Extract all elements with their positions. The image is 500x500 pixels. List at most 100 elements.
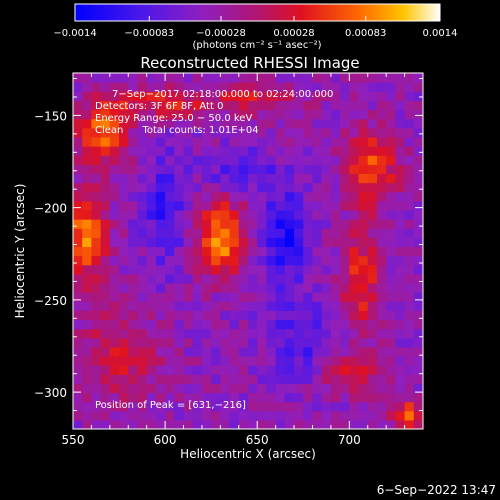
heatmap-cell bbox=[358, 292, 369, 302]
heatmap-cell bbox=[312, 219, 323, 229]
heatmap-cell bbox=[413, 337, 423, 348]
heatmap-cell bbox=[128, 355, 139, 366]
heatmap-cell bbox=[155, 301, 166, 311]
heatmap-cell bbox=[201, 209, 212, 220]
heatmap-cell bbox=[109, 273, 120, 284]
heatmap-cell bbox=[266, 127, 277, 138]
heatmap-cell bbox=[404, 155, 415, 165]
heatmap-cell bbox=[340, 200, 350, 211]
heatmap-cell bbox=[266, 301, 277, 311]
heatmap-cell bbox=[248, 191, 258, 202]
heatmap-cell bbox=[238, 100, 249, 111]
heatmap-cell bbox=[73, 109, 83, 120]
heatmap-cell bbox=[367, 100, 378, 111]
heatmap-cell bbox=[321, 319, 332, 330]
heatmap-cell bbox=[229, 346, 240, 357]
heatmap-cell bbox=[266, 209, 277, 220]
heatmap-cell bbox=[284, 392, 295, 403]
heatmap-cell bbox=[183, 273, 194, 284]
heatmap-cell bbox=[73, 136, 83, 147]
heatmap-cell bbox=[395, 383, 406, 394]
heatmap-cell bbox=[257, 264, 268, 275]
heatmap-cell bbox=[109, 146, 120, 156]
heatmap-cell bbox=[367, 109, 378, 120]
colorbar-tick-label: −0.00028 bbox=[196, 28, 246, 39]
annotation-energy: Energy Range: 25.0 − 50.0 keV bbox=[95, 113, 252, 124]
heatmap-cell bbox=[303, 100, 314, 111]
heatmap-cell bbox=[257, 374, 268, 384]
heatmap-cell bbox=[137, 219, 148, 229]
heatmap-cell bbox=[211, 282, 221, 293]
heatmap-cell bbox=[248, 127, 258, 138]
heatmap-cell bbox=[137, 292, 148, 302]
heatmap-cell bbox=[358, 191, 369, 202]
heatmap-cell bbox=[376, 191, 387, 202]
heatmap-cell bbox=[109, 237, 120, 248]
heatmap-cell bbox=[165, 209, 175, 220]
heatmap-cell bbox=[367, 118, 378, 129]
heatmap-cell bbox=[358, 419, 369, 429]
heatmap-cell bbox=[183, 91, 194, 101]
heatmap-cell bbox=[376, 237, 387, 248]
heatmap-cell bbox=[192, 410, 203, 421]
heatmap-cell bbox=[349, 100, 360, 111]
heatmap-cell bbox=[82, 146, 93, 156]
heatmap-cell bbox=[284, 91, 295, 101]
heatmap-cell bbox=[404, 91, 415, 101]
heatmap-cell bbox=[284, 146, 295, 156]
heatmap-cell bbox=[155, 191, 166, 202]
heatmap-cell bbox=[340, 255, 350, 266]
heatmap-cell bbox=[257, 392, 268, 403]
heatmap-cell bbox=[266, 237, 277, 248]
heatmap-cell bbox=[238, 219, 249, 229]
heatmap-cell bbox=[91, 346, 102, 357]
heatmap-cell bbox=[284, 346, 295, 357]
heatmap-cell bbox=[211, 410, 221, 421]
heatmap-cell bbox=[266, 292, 277, 302]
heatmap-cell bbox=[109, 155, 120, 165]
heatmap-cell bbox=[211, 82, 221, 92]
heatmap-cell bbox=[312, 319, 323, 330]
heatmap-cell bbox=[257, 91, 268, 101]
heatmap-cell bbox=[257, 228, 268, 238]
heatmap-cell bbox=[358, 109, 369, 120]
heatmap-cell bbox=[82, 246, 93, 257]
heatmap-cell bbox=[183, 136, 194, 147]
heatmap-cell bbox=[128, 191, 139, 202]
heatmap-cell bbox=[248, 136, 258, 147]
heatmap-cell bbox=[220, 401, 231, 412]
heatmap-cell bbox=[100, 328, 111, 339]
heatmap-cell bbox=[294, 109, 304, 120]
heatmap-cell bbox=[128, 246, 139, 257]
heatmap-cell bbox=[284, 73, 295, 83]
heatmap-cell bbox=[367, 200, 378, 211]
heatmap-cell bbox=[386, 200, 396, 211]
heatmap-cell bbox=[395, 173, 406, 184]
heatmap-cell bbox=[266, 337, 277, 348]
heatmap-cell bbox=[91, 337, 102, 348]
heatmap-cell bbox=[321, 401, 332, 412]
heatmap-cell bbox=[73, 127, 83, 138]
heatmap-cell bbox=[303, 73, 314, 83]
heatmap-cell bbox=[128, 127, 139, 138]
heatmap-cell bbox=[413, 73, 423, 83]
heatmap-cell bbox=[155, 146, 166, 156]
heatmap-cell bbox=[376, 118, 387, 129]
heatmap-cell bbox=[275, 410, 286, 421]
heatmap-cell bbox=[137, 374, 148, 384]
heatmap-cell bbox=[413, 401, 423, 412]
heatmap-cell bbox=[330, 328, 341, 339]
heatmap-cell bbox=[146, 383, 157, 394]
heatmap-cell bbox=[128, 219, 139, 229]
heatmap-cell bbox=[340, 164, 350, 175]
heatmap-cell bbox=[358, 237, 369, 248]
heatmap-cell bbox=[395, 155, 406, 165]
heatmap-cell bbox=[100, 173, 111, 184]
heatmap-cell bbox=[386, 355, 396, 366]
heatmap-cell bbox=[275, 237, 286, 248]
heatmap-cell bbox=[165, 191, 175, 202]
heatmap-cell bbox=[100, 401, 111, 412]
heatmap-cell bbox=[119, 91, 129, 101]
heatmap-cell bbox=[349, 91, 360, 101]
heatmap-cell bbox=[330, 246, 341, 257]
